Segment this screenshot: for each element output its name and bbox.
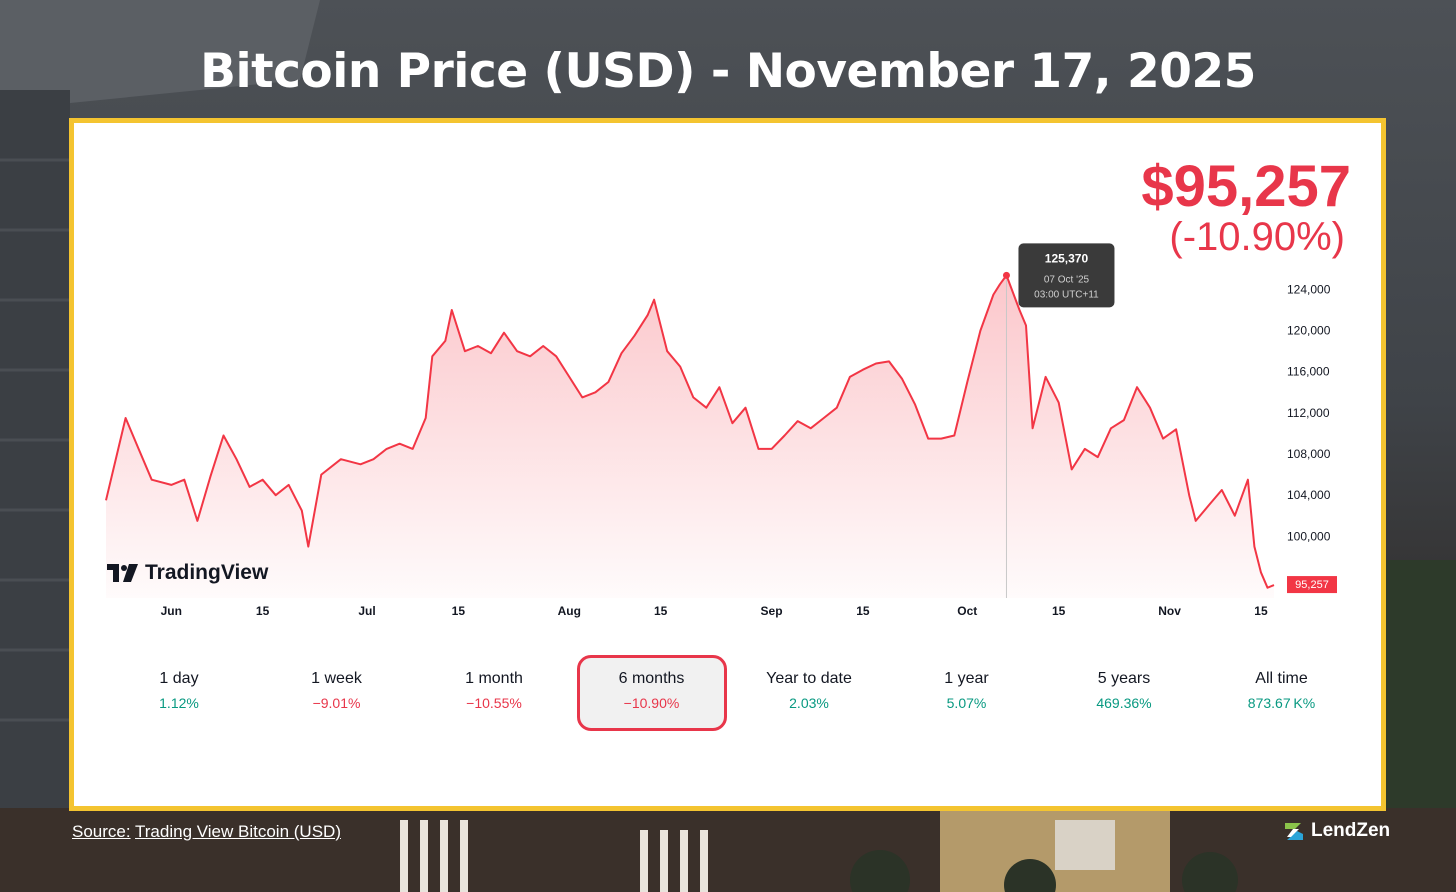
period-selector: 1 day 1.12% 1 week −9.01% 1 month −10.55% 6 mo… <box>94 655 1364 735</box>
period-tab[interactable]: 1 month −10.55% <box>419 655 569 731</box>
period-tab[interactable]: 5 years 469.36% <box>1049 655 1199 731</box>
period-change: −10.90% <box>623 695 680 711</box>
x-tick-label: Jul <box>358 604 375 618</box>
source-credit: Source: Trading View Bitcoin (USD) <box>72 822 341 842</box>
period-tab[interactable]: Year to date 2.03% <box>734 655 884 731</box>
period-label: 1 year <box>944 670 989 687</box>
period-change: 873.67 K% <box>1247 695 1316 711</box>
period-label: All time <box>1255 670 1308 687</box>
period-change: 469.36% <box>1096 695 1152 711</box>
period-label: 5 years <box>1097 670 1151 687</box>
x-tick-label: Nov <box>1158 604 1181 618</box>
period-tab[interactable]: 1 week −9.01% <box>262 655 412 731</box>
tradingview-wordmark: TradingView <box>145 561 269 584</box>
price-area-fill <box>106 275 1274 598</box>
last-price-label: 95,257 <box>1295 579 1329 591</box>
y-tick-label: 116,000 <box>1287 365 1330 379</box>
y-tick-label: 112,000 <box>1287 406 1330 420</box>
y-tick-label: 108,000 <box>1287 447 1331 461</box>
y-tick-label: 104,000 <box>1287 488 1331 502</box>
tooltip-time: 03:00 UTC+11 <box>1034 289 1099 300</box>
price-line <box>105 274 1275 589</box>
price-chart[interactable]: 100,000 104,000 108,000 112,000 116,000 120,0… <box>74 123 1381 623</box>
price-tooltip: 125,370 07 Oct '25 03:00 UTC+11 <box>1018 243 1115 308</box>
y-tick-label: 100,000 <box>1287 529 1331 543</box>
x-tick-label: 15 <box>856 604 870 618</box>
x-tick-label: Oct <box>957 604 977 618</box>
tradingview-logo: TradingView <box>107 561 268 585</box>
tooltip-value: 125,370 <box>1045 251 1089 265</box>
x-tick-label: Aug <box>558 604 581 618</box>
period-change: 2.03% <box>789 695 829 711</box>
period-label: 6 months <box>618 670 685 687</box>
period-label: Year to date <box>766 670 852 687</box>
tradingview-icon <box>107 564 138 582</box>
lendzen-logo: LendZen <box>1283 820 1390 842</box>
current-price: $95,257 <box>1141 154 1351 219</box>
lendzen-wordmark: LendZen <box>1311 820 1391 841</box>
x-tick-label: 15 <box>1254 604 1268 618</box>
tooltip-date: 07 Oct '25 <box>1044 274 1090 285</box>
x-tick-label: Jun <box>161 604 182 618</box>
y-tick-label: 120,000 <box>1287 324 1331 338</box>
period-change: 1.12% <box>159 695 199 711</box>
page-title: Bitcoin Price (USD) - November 17, 2025 <box>200 44 1256 99</box>
x-tick-label: 15 <box>256 604 270 618</box>
period-tab[interactable]: 6 months −10.90% <box>576 655 727 731</box>
x-tick-label: 15 <box>452 604 466 618</box>
source-prefix: Source: <box>72 822 131 841</box>
y-tick-label: 124,000 <box>1287 282 1331 296</box>
source-link[interactable]: Trading View Bitcoin (USD) <box>135 822 341 841</box>
period-change: −10.55% <box>466 695 522 711</box>
period-change: 5.07% <box>946 695 987 711</box>
period-change: −9.01% <box>312 695 361 711</box>
period-label: 1 month <box>465 670 523 687</box>
price-change-percent: (-10.90%) <box>1169 215 1345 259</box>
period-tab[interactable]: All time 873.67 K% <box>1207 655 1357 731</box>
chart-card: $95,257 (-10.90%) 100,000 104,000 108,000 1… <box>69 118 1386 811</box>
peak-marker <box>1002 271 1010 279</box>
lendzen-icon <box>1285 823 1303 840</box>
period-label: 1 week <box>311 670 362 687</box>
period-tab[interactable]: 1 day 1.12% <box>104 655 254 731</box>
period-label: 1 day <box>159 670 199 687</box>
x-tick-label: 15 <box>1052 604 1066 618</box>
last-price-tag: 95,257 <box>1287 576 1337 594</box>
x-tick-label: 15 <box>654 604 668 618</box>
x-tick-label: Sep <box>761 604 783 618</box>
period-tab[interactable]: 1 year 5.07% <box>892 655 1042 731</box>
